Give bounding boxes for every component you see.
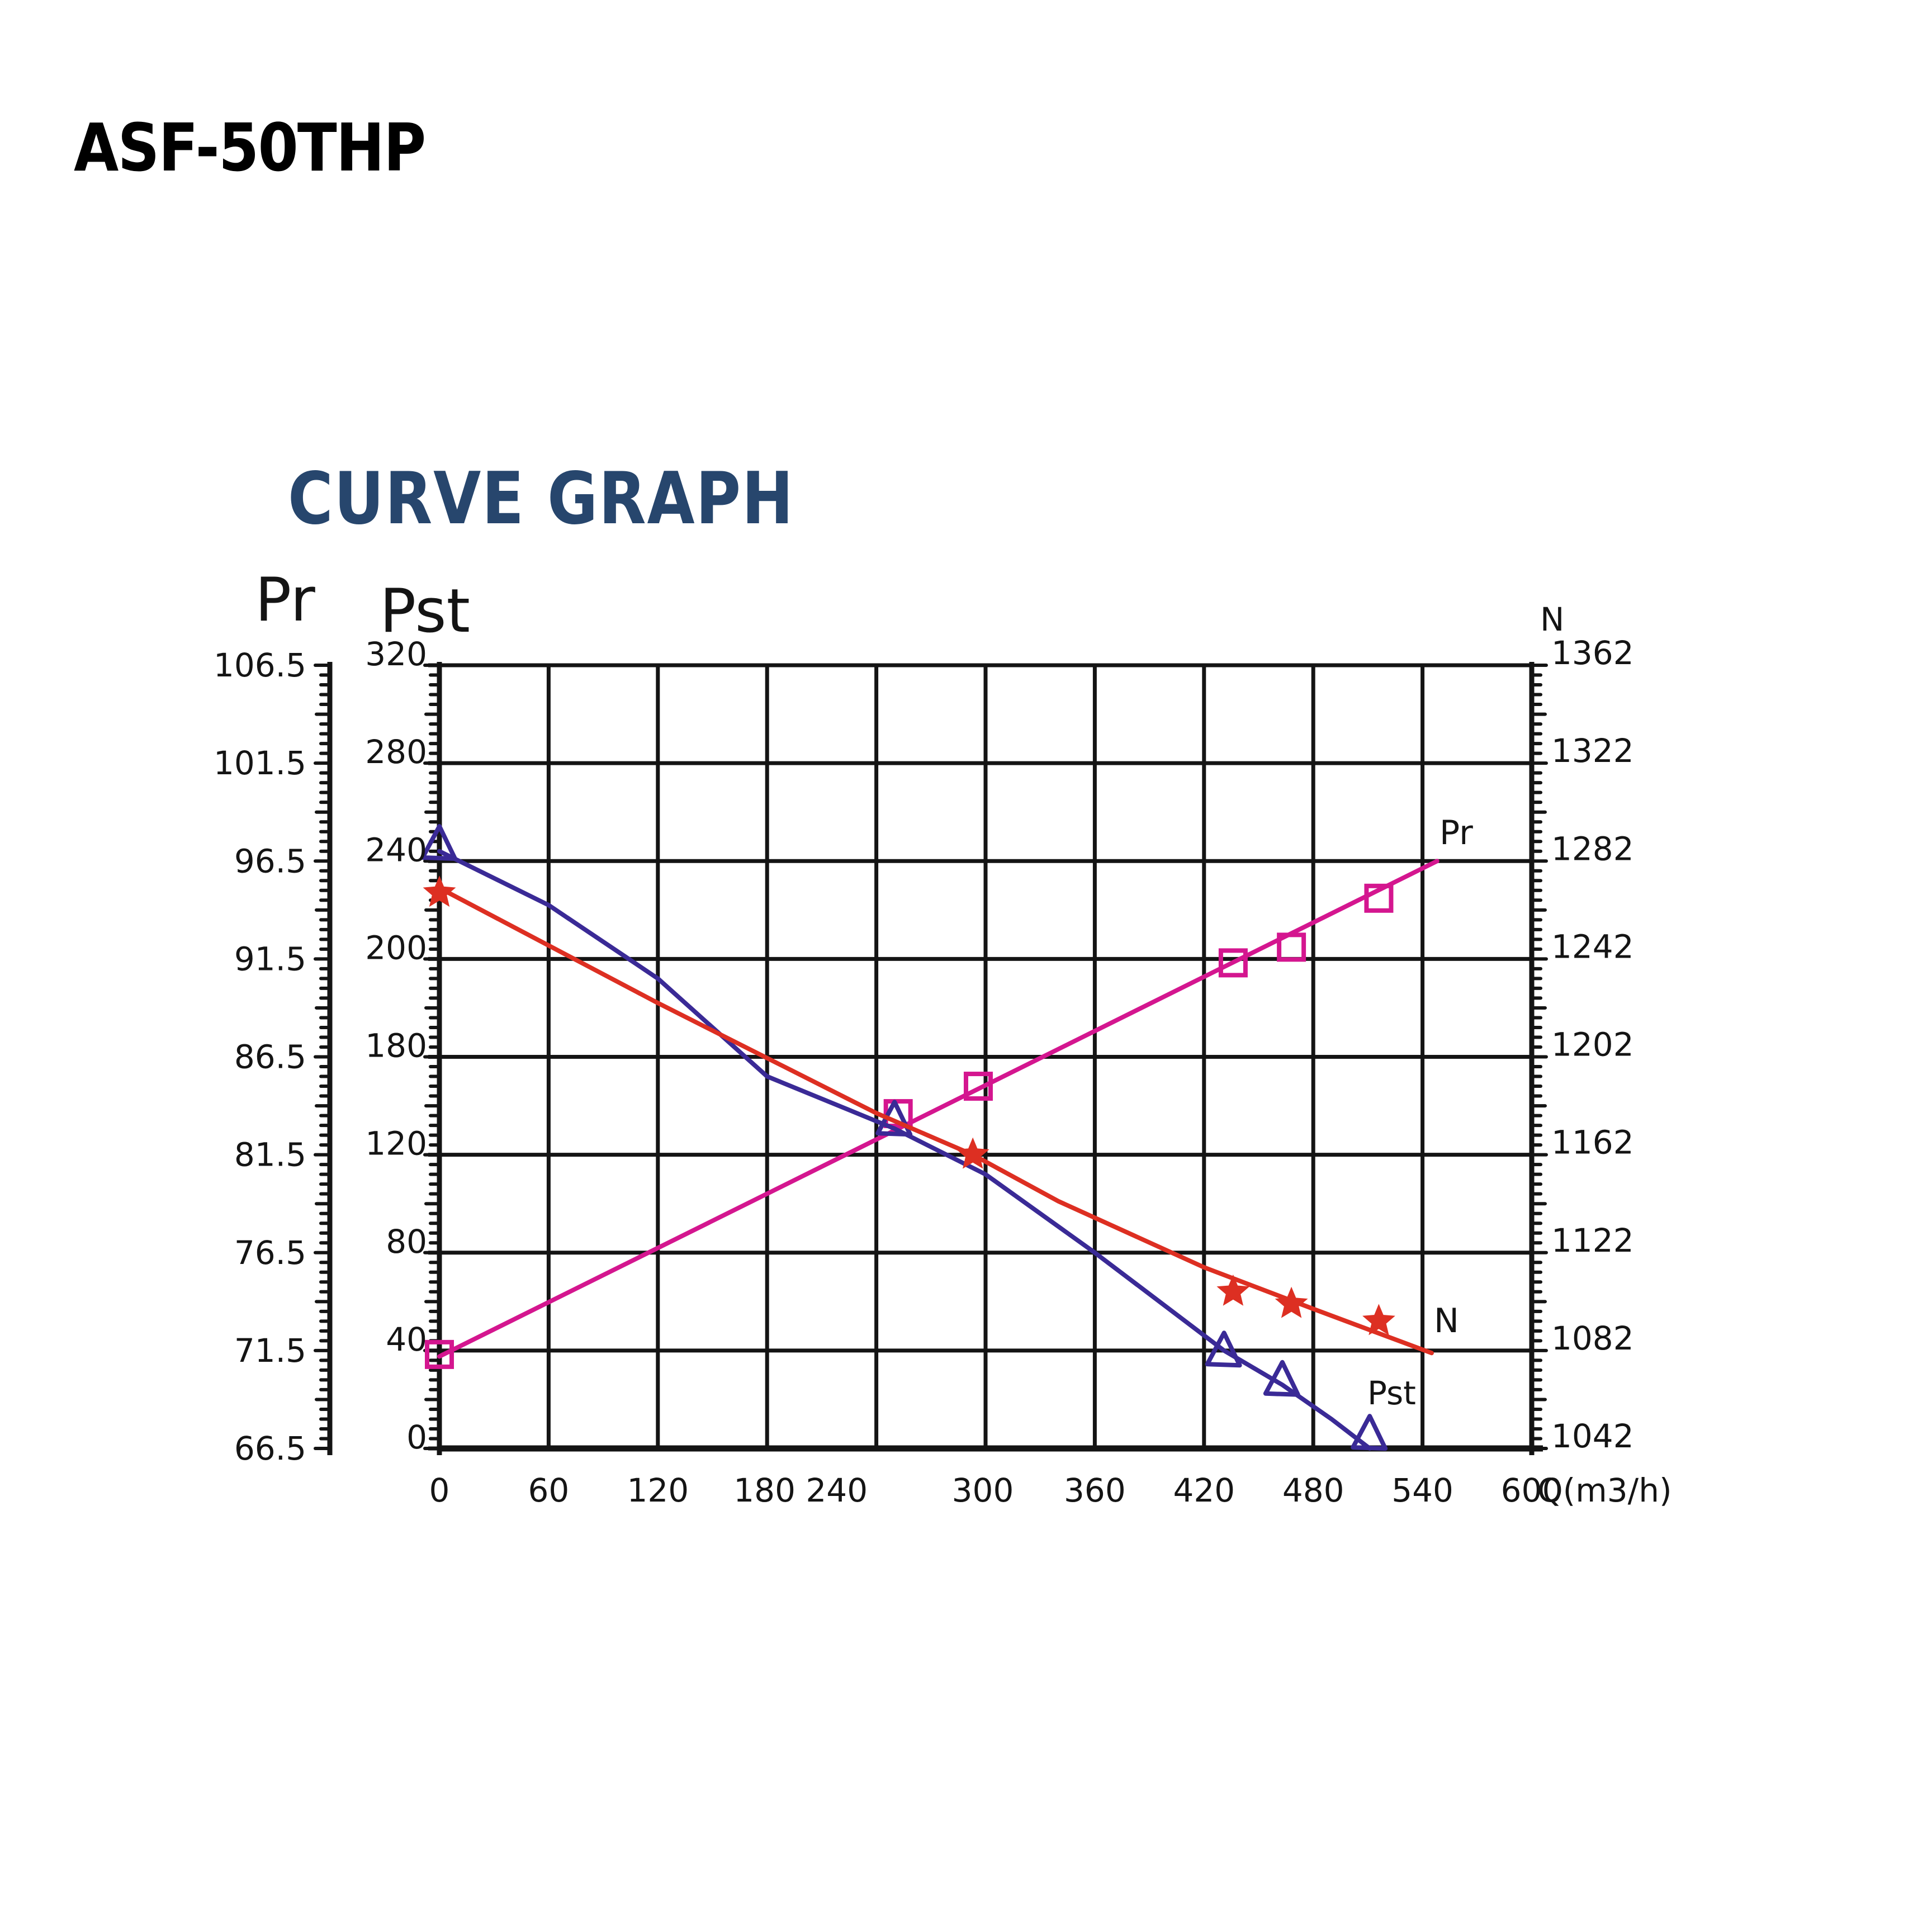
star-marker-icon	[1216, 1274, 1250, 1306]
star-marker-icon	[423, 875, 456, 907]
series-line-pst	[437, 849, 1372, 1451]
square-marker-icon	[425, 1339, 454, 1369]
x-tick-label: 180 240	[733, 1471, 868, 1509]
x-tick-label: 600	[1501, 1471, 1563, 1509]
star-marker-icon	[1362, 1304, 1395, 1336]
x-axis-title: Q(m3/h)	[1537, 1471, 1672, 1509]
section-title: CURVE GRAPH	[288, 457, 794, 541]
triangle-marker-icon	[1351, 1414, 1388, 1451]
pst-tick-label: 280	[365, 733, 427, 771]
n-tick-label: 1082	[1551, 1319, 1634, 1357]
pr-tick-label: 96.5	[234, 842, 306, 880]
pst-tick-label: 320	[365, 635, 427, 673]
pr-tick-label: 81.5	[234, 1136, 306, 1174]
pst-tick-label: 0	[406, 1418, 427, 1456]
pr-tick-label: 86.5	[234, 1038, 306, 1076]
x-tick-label: 420	[1173, 1471, 1235, 1509]
square-marker-icon	[1364, 883, 1394, 913]
star-marker-icon	[956, 1137, 989, 1169]
pst-tick-label: 40	[386, 1320, 427, 1358]
chart-axes	[314, 662, 1548, 1455]
x-tick-label: 120	[627, 1471, 689, 1509]
pst-axis-title: Pst	[380, 576, 470, 646]
pr-tick-label: 91.5	[234, 940, 306, 978]
chart-series	[420, 823, 1439, 1451]
pst-tick-label: 240	[365, 831, 427, 869]
x-tick-label: 540	[1391, 1471, 1453, 1509]
star-marker-icon	[1275, 1286, 1308, 1318]
pr-axis-title: Pr	[255, 565, 315, 635]
square-marker-icon	[1218, 948, 1248, 978]
model-title: ASF-50THP	[74, 109, 426, 186]
pr-tick-label: 76.5	[234, 1234, 306, 1272]
pr-tick-label: 101.5	[214, 744, 306, 782]
triangle-marker-icon	[1205, 1330, 1242, 1368]
n-tick-label: 1042	[1551, 1417, 1634, 1455]
x-tick-label: 480	[1282, 1471, 1344, 1509]
n-tick-label: 1362	[1551, 634, 1634, 672]
x-tick-label: 300	[952, 1471, 1014, 1509]
n-tick-label: 1202	[1551, 1026, 1634, 1064]
chart-grid	[428, 663, 1543, 1452]
series-label-n: N	[1434, 1301, 1459, 1341]
x-tick-label: 0	[429, 1471, 450, 1509]
x-tick-label: 60	[528, 1471, 569, 1509]
pst-tick-label: 200	[365, 929, 427, 967]
n-tick-label: 1122	[1551, 1221, 1634, 1259]
n-axis-title: N	[1540, 600, 1564, 638]
n-tick-label: 1242	[1551, 927, 1634, 965]
series-label-pr: Pr	[1439, 813, 1473, 853]
triangle-marker-icon	[1263, 1360, 1300, 1397]
pst-tick-label: 180	[365, 1027, 427, 1065]
pr-tick-label: 66.5	[234, 1429, 306, 1467]
pr-tick-label: 106.5	[214, 646, 306, 684]
n-tick-label: 1322	[1551, 732, 1634, 770]
square-marker-icon	[1277, 932, 1306, 962]
triangle-marker-icon	[420, 823, 457, 861]
n-tick-label: 1282	[1551, 830, 1634, 868]
series-label-pst: Pst	[1367, 1374, 1416, 1412]
pst-tick-label: 120	[365, 1125, 427, 1163]
x-tick-label: 360	[1064, 1471, 1126, 1509]
pr-tick-label: 71.5	[234, 1332, 306, 1370]
n-tick-label: 1162	[1551, 1124, 1634, 1162]
square-marker-icon	[963, 1072, 993, 1101]
chart-labels: 106.5 101.5 96.5 91.5 86.5 81.5 76.5 71.5 66.5 32…	[214, 565, 1672, 1509]
pst-tick-label: 80	[386, 1223, 427, 1261]
series-line-pr	[437, 859, 1439, 1359]
